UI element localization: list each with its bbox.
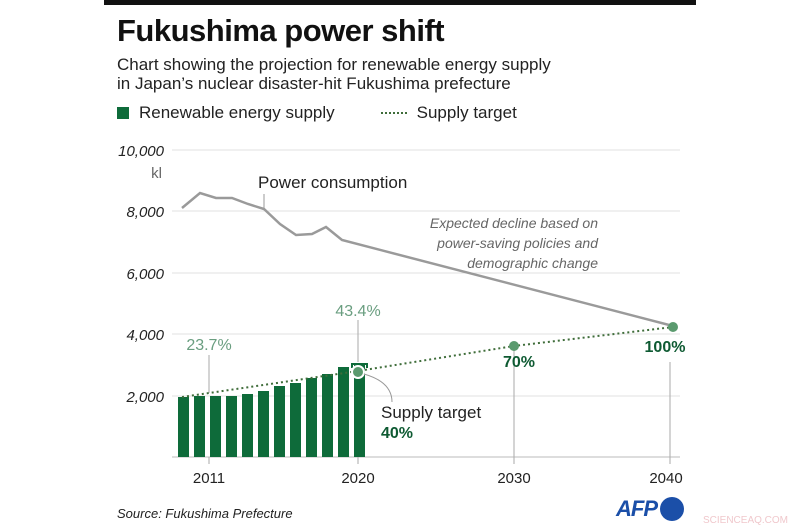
decline-note-2: power-saving policies and bbox=[436, 235, 599, 251]
pct-2011-label: 23.7% bbox=[186, 337, 231, 354]
decline-note-3: demographic change bbox=[467, 255, 598, 271]
target-2030-dot bbox=[509, 341, 519, 351]
target-pointer bbox=[363, 373, 393, 403]
y-tick-10000: 10,000 bbox=[118, 143, 165, 160]
legend-target-label: Supply target bbox=[416, 103, 517, 122]
bar-2020-bracket bbox=[351, 363, 368, 368]
x-ticks bbox=[208, 320, 671, 464]
x-tick-2011: 2011 bbox=[193, 470, 225, 487]
y-tick-2000: 2,000 bbox=[125, 389, 164, 406]
x-tick-2030: 2030 bbox=[497, 470, 530, 487]
target-2020-pct: 40% bbox=[381, 425, 413, 442]
legend-bars-label: Renewable energy supply bbox=[139, 103, 335, 122]
pct-2020-label: 43.4% bbox=[335, 303, 380, 320]
top-rule bbox=[104, 0, 696, 5]
y-tick-6000: 6,000 bbox=[126, 266, 164, 283]
legend: Renewable energy supply Supply target bbox=[117, 103, 517, 123]
power-consumption-line bbox=[181, 191, 674, 328]
y-tick-4000: 4,000 bbox=[126, 327, 164, 344]
x-axis-labels: 2011 2020 2030 2040 bbox=[193, 470, 683, 487]
dotted-line-icon bbox=[380, 112, 407, 114]
gridlines bbox=[172, 149, 680, 397]
renewable-bars bbox=[178, 364, 365, 457]
subtitle-line-1: Chart showing the projection for renewab… bbox=[117, 55, 551, 74]
supply-target-line bbox=[181, 326, 674, 398]
target-2040-dot bbox=[668, 322, 678, 332]
afp-logo: AFP bbox=[616, 496, 658, 521]
power-consumption-label: Power consumption bbox=[258, 173, 407, 192]
subtitle-line-2: in Japan’s nuclear disaster-hit Fukushim… bbox=[117, 74, 511, 93]
y-tick-8000: 8,000 bbox=[126, 204, 164, 221]
watermark: SCIENCEAQ.COM bbox=[703, 515, 789, 526]
afp-logo-dot-icon bbox=[660, 497, 684, 521]
x-tick-2040: 2040 bbox=[649, 470, 682, 487]
decline-note-1: Expected decline based on bbox=[430, 215, 598, 231]
x-tick-2020: 2020 bbox=[341, 470, 374, 487]
target-2040-pct: 100% bbox=[645, 339, 686, 356]
chart-title: Fukushima power shift bbox=[117, 13, 445, 48]
supply-target-label: Supply target bbox=[381, 403, 481, 422]
target-2020-dot bbox=[351, 365, 365, 379]
target-2030-pct: 70% bbox=[503, 354, 535, 371]
source-note: Source: Fukushima Prefecture bbox=[117, 506, 293, 521]
chart-subtitle: Chart showing the projection for renewab… bbox=[117, 55, 677, 93]
bar-swatch-icon bbox=[117, 107, 129, 119]
y-axis-labels: 10,000 8,000 6,000 4,000 2,000 bbox=[118, 143, 165, 406]
y-unit: kl bbox=[151, 165, 162, 182]
